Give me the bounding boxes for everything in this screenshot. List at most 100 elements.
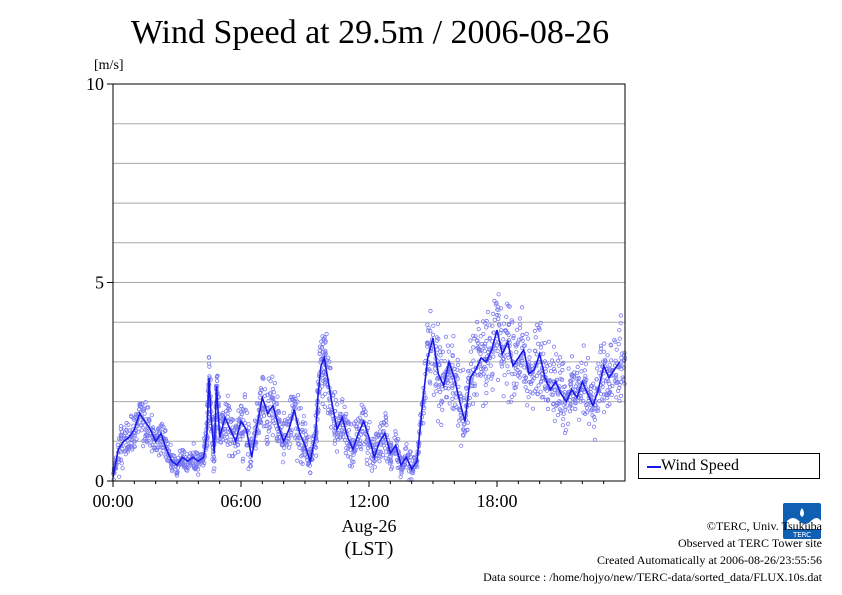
data-point <box>468 349 474 354</box>
data-point <box>618 313 623 318</box>
data-point <box>501 337 506 342</box>
data-point <box>446 386 451 391</box>
data-point <box>345 446 351 452</box>
data-point <box>168 442 173 447</box>
data-point <box>335 402 340 407</box>
data-point <box>300 452 305 458</box>
data-point <box>610 383 615 388</box>
data-point <box>585 355 591 361</box>
data-point <box>275 438 280 444</box>
data-point <box>603 392 609 397</box>
data-point <box>298 406 303 411</box>
data-point <box>215 373 220 378</box>
data-point <box>220 412 225 417</box>
data-point <box>534 352 539 357</box>
data-point <box>246 421 251 427</box>
data-point <box>211 452 216 457</box>
data-point <box>495 307 500 312</box>
data-point <box>123 449 128 454</box>
data-point <box>323 340 328 345</box>
data-point <box>295 437 300 443</box>
data-point <box>613 358 618 363</box>
data-point <box>358 444 363 450</box>
data-point <box>465 420 470 425</box>
data-point <box>130 447 135 452</box>
data-point <box>435 321 440 326</box>
data-point <box>507 304 512 309</box>
data-point <box>492 298 497 303</box>
data-point <box>516 370 522 376</box>
data-point <box>271 397 276 402</box>
data-point <box>123 452 128 457</box>
data-point <box>382 446 388 451</box>
data-point <box>594 377 599 382</box>
data-point <box>281 410 286 415</box>
data-point <box>343 450 348 456</box>
data-point <box>358 442 363 447</box>
data-point <box>582 389 587 395</box>
data-point <box>257 395 262 400</box>
data-point <box>303 421 308 426</box>
data-point <box>439 422 444 427</box>
data-point <box>407 452 412 457</box>
data-point <box>557 370 563 375</box>
data-point <box>534 373 540 378</box>
data-point <box>175 455 181 460</box>
data-point <box>501 360 507 365</box>
data-point <box>556 401 561 406</box>
data-point <box>274 401 279 406</box>
data-point <box>474 392 479 397</box>
data-point <box>137 401 142 406</box>
data-point <box>525 336 531 341</box>
observed-text: Observed at TERC Tower site <box>677 536 822 550</box>
data-point <box>286 445 292 450</box>
data-point <box>484 390 489 396</box>
data-point <box>182 465 187 470</box>
data-point <box>483 383 488 388</box>
data-point <box>566 366 571 371</box>
data-point <box>430 361 435 366</box>
data-point <box>363 413 368 418</box>
data-point <box>548 368 554 374</box>
data-point <box>450 352 455 358</box>
data-point <box>465 427 470 432</box>
data-point <box>155 445 160 450</box>
data-point <box>314 453 319 458</box>
data-point <box>512 392 517 397</box>
data-point <box>471 345 476 350</box>
data-point <box>170 467 175 472</box>
data-point <box>459 443 464 448</box>
data-point <box>468 361 474 367</box>
data-point <box>568 401 573 407</box>
y-axis-label: [m/s] <box>94 58 124 73</box>
data-point <box>607 402 612 407</box>
data-point <box>215 378 220 383</box>
data-point <box>139 428 144 433</box>
data-point <box>522 343 527 348</box>
data-point <box>118 450 124 455</box>
x-tick-label: 06:00 <box>220 491 261 511</box>
data-point <box>306 434 311 439</box>
data-point <box>494 300 499 306</box>
data-point <box>592 437 598 442</box>
data-point <box>339 399 345 404</box>
data-point <box>594 408 599 413</box>
data-point <box>618 393 624 398</box>
data-point <box>138 422 144 427</box>
data-point <box>618 321 623 326</box>
data-point <box>590 408 595 413</box>
data-point <box>431 392 436 397</box>
data-point <box>383 414 388 419</box>
data-point <box>607 389 613 394</box>
data-point <box>551 366 557 372</box>
data-point <box>592 385 597 390</box>
data-point <box>563 428 568 433</box>
data-point <box>460 367 466 372</box>
data-point <box>608 343 614 348</box>
data-point <box>248 459 253 465</box>
data-point <box>327 359 332 364</box>
data-point <box>545 398 551 403</box>
x-axis-unit-label: (LST) <box>345 538 394 560</box>
data-point <box>224 432 229 437</box>
data-point <box>562 389 567 395</box>
